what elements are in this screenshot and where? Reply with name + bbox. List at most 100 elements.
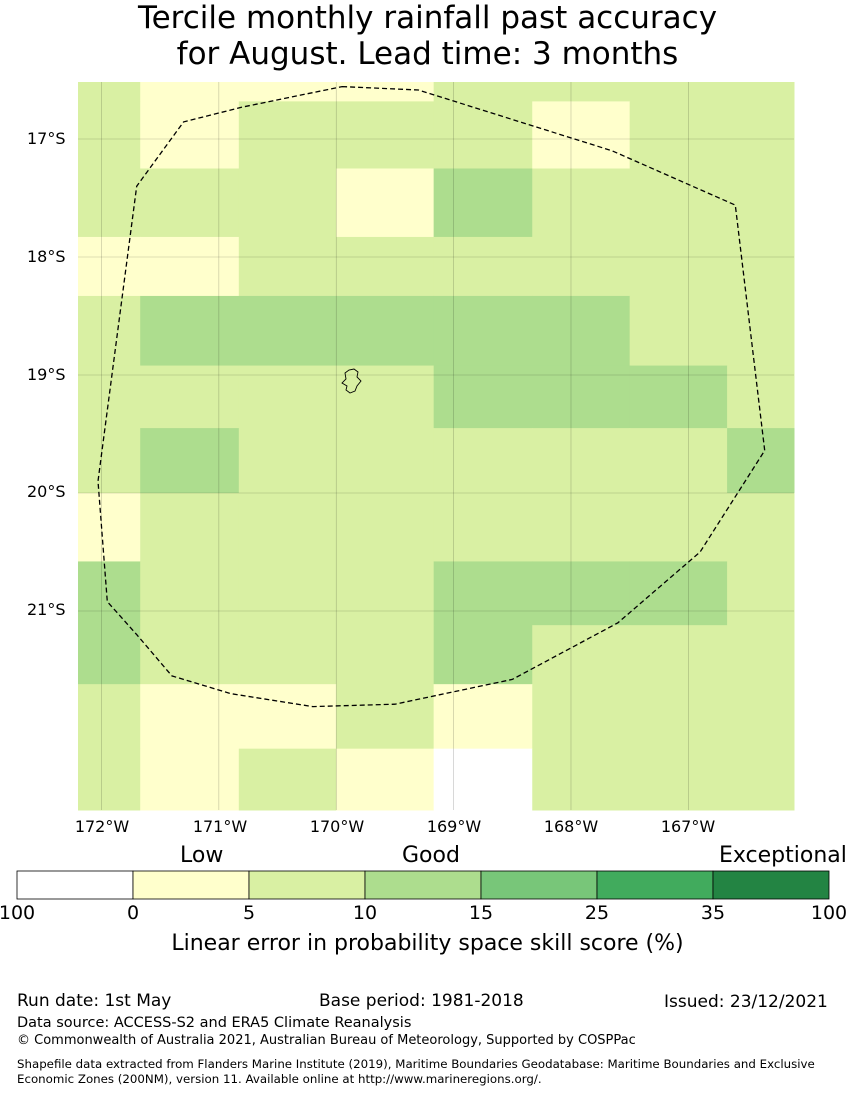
grid-cell [532,168,631,238]
grid-cell [629,493,728,562]
colorbar-tick: 5 [242,902,256,924]
grid-cell [238,295,337,367]
colorbar-segment [16,870,134,900]
grid-cell [433,625,533,685]
grid-cell [629,101,728,169]
grid-cell [336,365,435,429]
grid-cell [140,748,240,811]
grid-cell [238,236,337,297]
grid-cell [433,295,533,367]
grid-cell [78,684,141,750]
grid-cell [727,236,795,297]
grid-cell [532,82,631,102]
grid-cell [238,684,337,750]
graticule [78,82,794,810]
grid-cell [78,748,141,811]
grid-cell [238,101,337,169]
grid-cell [336,561,435,626]
colorbar-segment [596,870,714,900]
copyright: © Commonwealth of Australia 2021, Austra… [17,1033,636,1048]
grid-cell [78,295,141,367]
grid-cell [629,365,728,429]
grid-cell [336,168,435,238]
grid-cell [336,625,435,685]
grid-cell [238,168,337,238]
grid-cell [78,493,141,562]
grid-cell [140,561,240,626]
grid-cell [727,101,795,169]
map-title-line-1: Tercile monthly rainfall past accuracy [137,0,718,36]
category-low: Low [180,843,224,868]
grid-cell [532,295,631,367]
island-outline [341,368,362,394]
grid-cell [532,365,631,429]
grid-cell [433,684,533,750]
grid-cell [78,236,141,297]
colorbar-segment [132,870,250,900]
grid-cell [336,428,435,494]
lon-label-172w: 172°W [74,817,130,836]
grid-cell [629,295,728,367]
grid-cell [727,428,795,494]
grid-cell [629,748,728,811]
grid-cell [532,236,631,297]
grid-cell [336,493,435,562]
colorbar-tick: 15 [468,902,494,924]
grid-cell [433,365,533,429]
colorbar-segment [364,870,482,900]
base-period: Base period: 1981-2018 [319,991,524,1011]
shapefile-credit-line-2: Economic Zones (200NM), version 11. Avai… [17,1072,542,1086]
grid-cell [140,365,240,429]
grid-cell [140,493,240,562]
skill-grid [78,82,795,811]
grid-cell [433,428,533,494]
grid-cell [336,236,435,297]
colorbar-tick: 100 [0,902,36,924]
grid-cell [433,493,533,562]
lat-label-19s: 19°S [27,365,66,384]
grid-cell [336,295,435,367]
colorbar-tick: 10 [352,902,378,924]
map-title-line-2: for August. Lead time: 3 months [176,36,679,72]
lat-label-18s: 18°S [27,247,66,266]
data-source: Data source: ACCESS-S2 and ERA5 Climate … [17,1015,412,1031]
grid-cell [433,236,533,297]
grid-cell [433,82,533,102]
lat-label-17s: 17°S [27,129,66,148]
grid-cell [238,365,337,429]
grid-cell [727,684,795,750]
grid-cell [433,748,533,811]
grid-cell [78,428,141,494]
lon-label-167w: 167°W [660,817,716,836]
grid-cell [727,168,795,238]
grid-cell [336,684,435,750]
grid-cell [629,168,728,238]
grid-cell [336,82,435,102]
grid-cell [629,625,728,685]
run-date: Run date: 1st May [17,991,172,1011]
colorbar-segment [248,870,366,900]
grid-cell [727,493,795,562]
grid-cell [727,82,795,102]
grid-cell [238,82,337,102]
category-good: Good [402,843,460,868]
grid-cell [78,101,141,169]
grid-cell [238,561,337,626]
grid-cell [140,236,240,297]
eez-boundary [97,85,766,708]
grid-cell [336,101,435,169]
lat-label-20s: 20°S [27,482,66,501]
grid-cell [238,493,337,562]
grid-cell [433,101,533,169]
grid-cell [78,82,141,102]
lon-label-169w: 169°W [426,817,482,836]
lon-label-168w: 168°W [543,817,599,836]
grid-cell [140,684,240,750]
colorbar-segment [712,870,830,900]
grid-cell [140,168,240,238]
colorbar-tick: 0 [126,902,140,924]
category-exceptional: Exceptional [719,843,847,868]
grid-cell [78,625,141,685]
grid-cell [140,428,240,494]
